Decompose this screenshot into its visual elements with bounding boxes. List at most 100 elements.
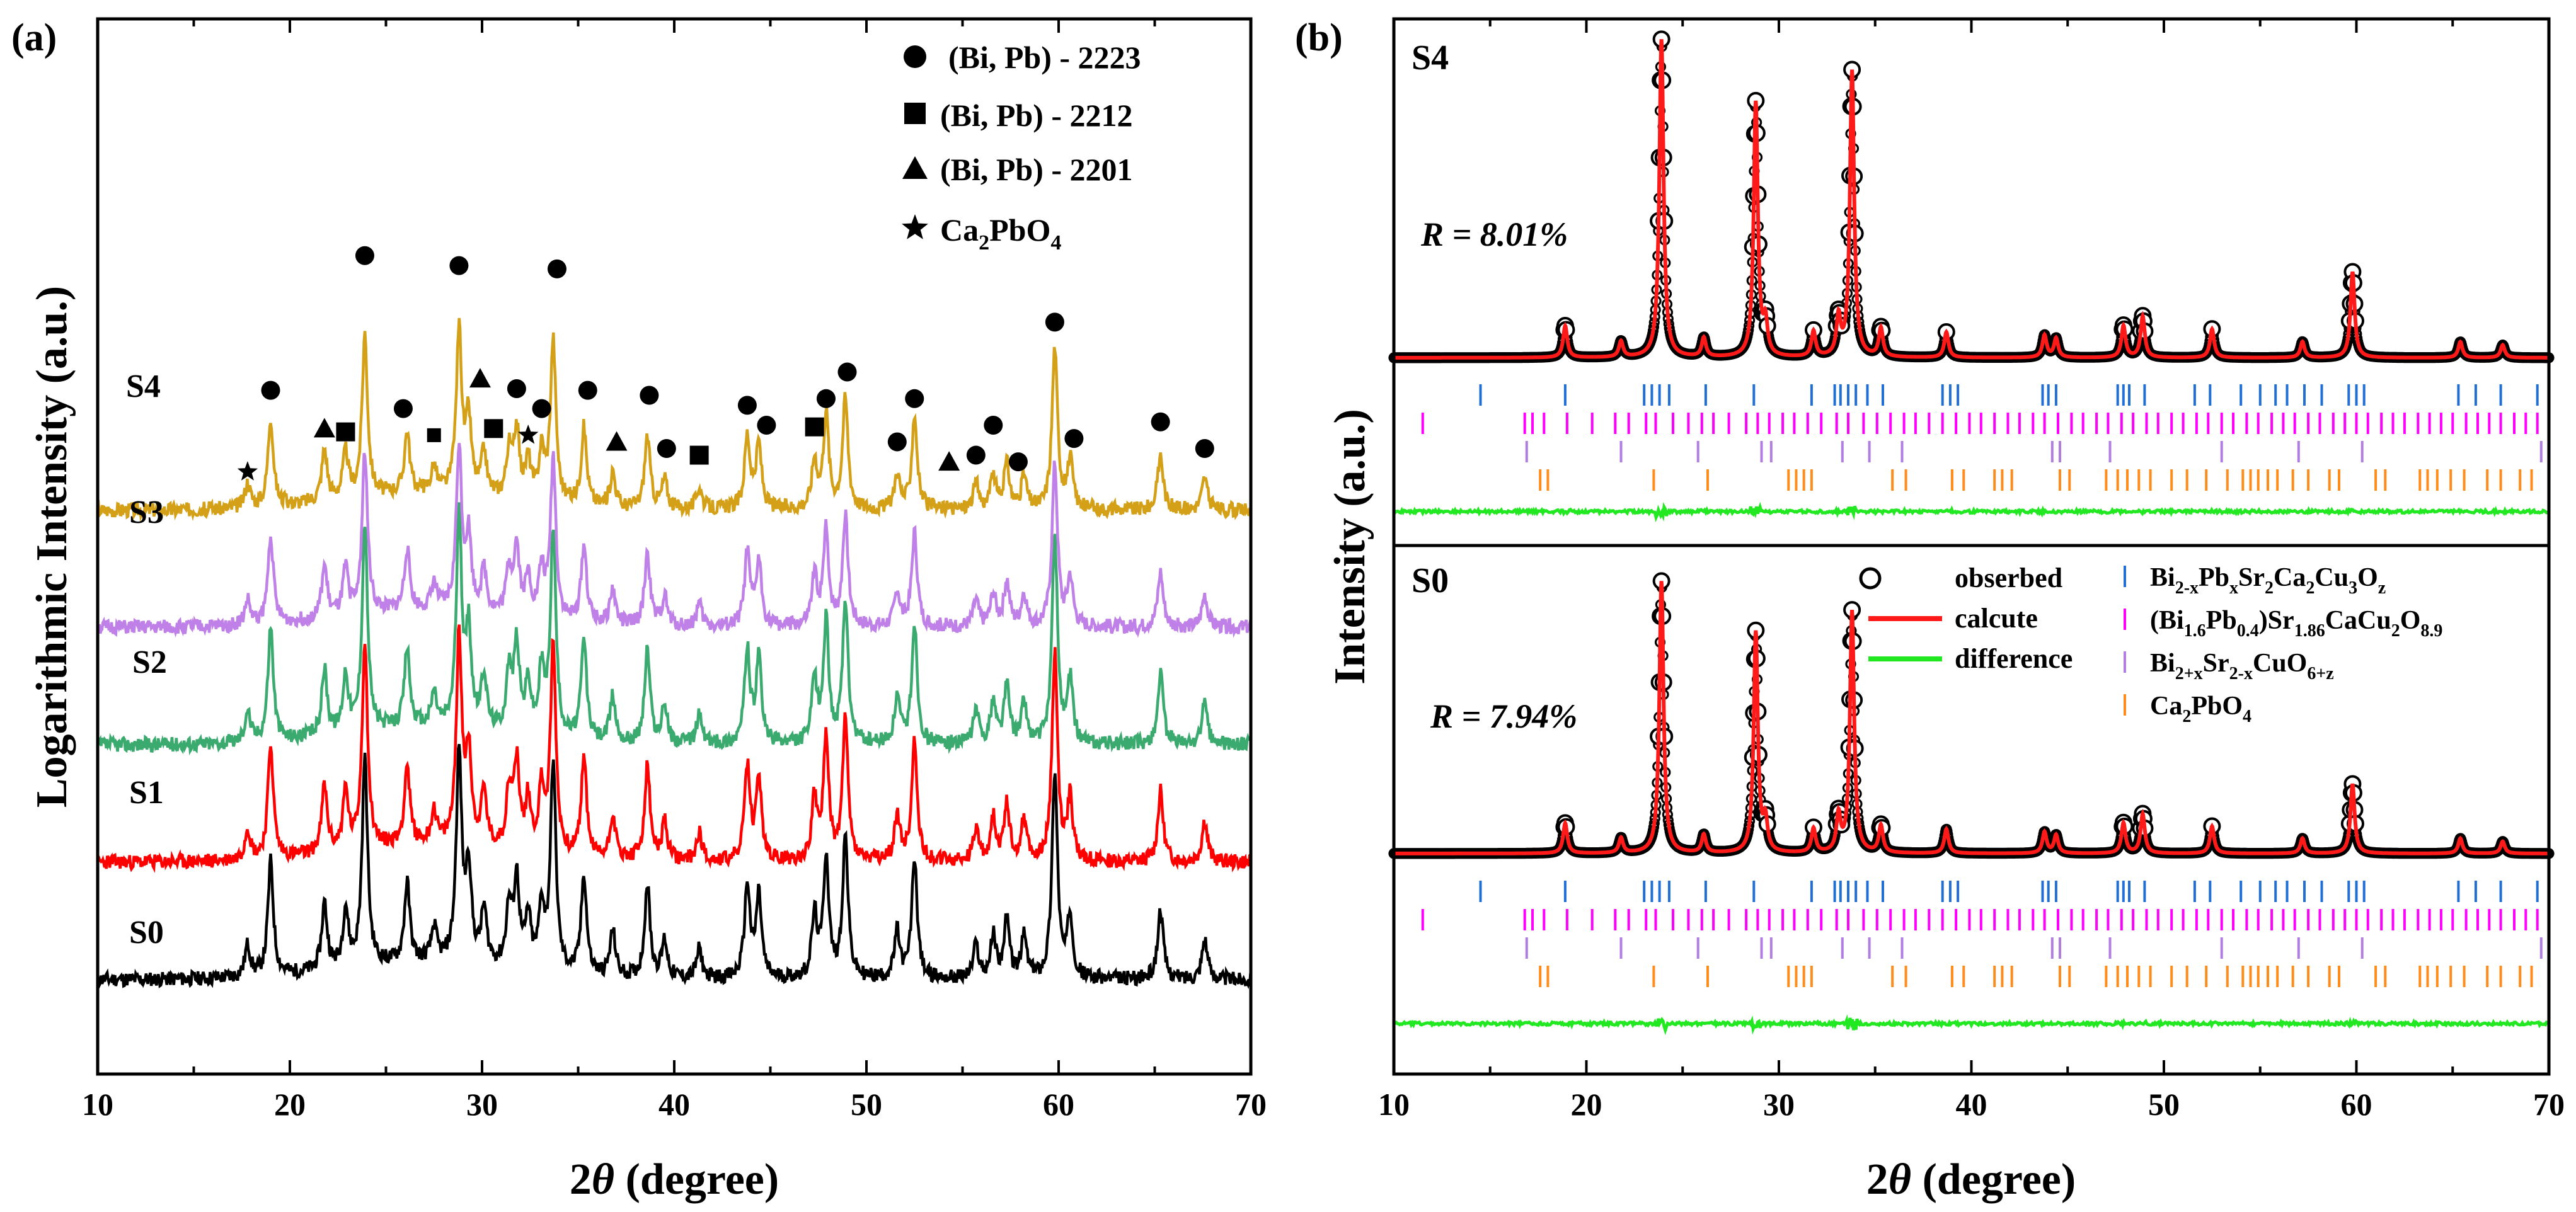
phase-legend-part: PbO (2191, 692, 2243, 721)
x-tick-label: 50 (851, 1087, 882, 1122)
marker-2223 (507, 379, 526, 398)
x-tick-label: 50 (2148, 1087, 2180, 1122)
marker-2201 (469, 368, 491, 388)
marker-2201 (606, 431, 628, 451)
marker-2223 (532, 399, 551, 418)
trace-s2 (96, 502, 1252, 755)
panel-b-subplot-s0 (1388, 572, 2555, 1036)
panel-b-ylabel: Intensity (a.u.) (1326, 409, 1374, 685)
panel-b-xlabel-unit: (degree) (1911, 1155, 2076, 1204)
panel-b-phase-legend: Bi2-xPbxSr2Ca2Cu3Oz(Bi1.6Pb0.4)Sr1.86CaC… (2124, 563, 2442, 726)
marker-2212 (427, 428, 441, 442)
legend-circle-marker (904, 45, 926, 68)
subplot-s4-name: S4 (1412, 38, 1449, 77)
marker-2223 (449, 256, 469, 275)
panel-a-series-labels: S0 S1 S2 S3 S4 (126, 369, 167, 951)
marker-2223 (757, 416, 776, 435)
panel-a-xlabel-2: 2 (570, 1155, 592, 1204)
marker-2223 (837, 362, 857, 382)
legend-difference-label: difference (1955, 643, 2073, 674)
panel-b-subplot-s4 (1388, 30, 2555, 522)
phase-legend-part: Sr (2203, 649, 2229, 678)
phase-legend-part: 2-x (2229, 664, 2253, 683)
legend-pbo-text: PbO (989, 212, 1050, 248)
marker-2223 (984, 416, 1003, 435)
subplot-s0-name: S0 (1412, 561, 1449, 600)
bragg-ticks-row-4 (1539, 469, 2533, 491)
bragg-ticks-row-3 (1525, 441, 2543, 462)
panel-a-phase-legend: (Bi, Pb) - 2223 (Bi, Pb) - 2212 (Bi, Pb)… (902, 40, 1141, 254)
panel-a-xlabel-unit: (degree) (614, 1155, 779, 1204)
phase-legend-part: (Bi (2150, 606, 2184, 635)
phase-legend-part: z (2378, 578, 2386, 598)
trace-s3 (96, 443, 1252, 638)
panel-b-fit-legend: obserbed calcute difference (1859, 563, 2073, 674)
phase-legend-part: 2 (2265, 578, 2274, 598)
x-tick-label: 70 (1235, 1087, 1267, 1122)
phase-legend-part: x (2229, 578, 2238, 598)
x-tick-label: 20 (274, 1087, 306, 1122)
phase-legend-part: Ca (2274, 563, 2306, 592)
bragg-ticks-row-1 (1479, 881, 2539, 902)
panel-a-xlabel-theta: θ (592, 1155, 614, 1204)
phase-legend-label-2: (Bi1.6Pb0.4)Sr1.86CaCu2O8.9 (2150, 606, 2442, 641)
marker-2212 (805, 417, 824, 437)
bragg-ticks-row-3 (1525, 937, 2543, 959)
calculated-line-s4 (1394, 39, 2549, 360)
phase-legend-part: Cu (2314, 563, 2349, 592)
panel-b-plot: 10 20 30 40 50 60 70 S4 R = 8.01% S0 R = 7.94%… (1378, 17, 2565, 1122)
legend-2201-label: (Bi, Pb) - 2201 (940, 152, 1133, 187)
legend-star-marker (902, 214, 928, 239)
series-label-s4: S4 (126, 369, 161, 404)
phase-legend-part: )Sr (2259, 606, 2294, 635)
marker-2223 (1151, 412, 1170, 432)
x-tick-label: 70 (2533, 1087, 2565, 1122)
marker-2223 (966, 445, 986, 465)
marker-2223 (905, 389, 924, 408)
marker-2223 (1064, 429, 1084, 449)
marker-2223 (547, 259, 566, 278)
panel-a-label: (a) (11, 16, 57, 59)
marker-2212 (336, 422, 355, 442)
marker-ca2pbo4 (237, 461, 258, 481)
x-tick-label: 40 (1956, 1087, 1987, 1122)
marker-2223 (816, 389, 836, 408)
legend-2223-label: (Bi, Pb) - 2223 (948, 40, 1141, 75)
panel-a-ylabel: Logarithmic Intensity (a.u.) (28, 286, 76, 808)
x-tick-label: 20 (1571, 1087, 1602, 1122)
trace-s1 (96, 624, 1252, 873)
calculated-line-s0 (1394, 581, 2549, 855)
marker-2223 (393, 399, 413, 418)
x-tick-label: 10 (82, 1087, 113, 1122)
x-tick-label: 60 (2341, 1087, 2372, 1122)
phase-legend-part: 4 (2243, 707, 2251, 726)
panel-b-xlabel-2: 2 (1866, 1155, 1889, 1204)
panel-a-xlabel: 2θ (degree) (570, 1155, 779, 1204)
bragg-ticks-row-2 (1421, 909, 2539, 930)
phase-legend-part: 2 (2391, 621, 2400, 641)
phase-legend-part: Sr (2238, 563, 2265, 592)
phase-legend-part: 2 (2306, 578, 2314, 598)
legend-2212-label: (Bi, Pb) - 2212 (940, 98, 1133, 133)
legend-square-marker (904, 103, 926, 124)
marker-2223 (887, 432, 907, 452)
marker-2223 (355, 246, 374, 265)
phase-legend-part: Bi (2150, 649, 2175, 678)
panel-a-traces (96, 317, 1252, 990)
phase-legend-part: 6+z (2307, 664, 2333, 683)
trace-s4 (96, 317, 1252, 522)
phase-legend-label-4: Ca2PbO4 (2150, 692, 2251, 726)
x-tick-label: 30 (1763, 1087, 1795, 1122)
legend-ca-text: Ca (940, 212, 979, 248)
bragg-ticks-row-1 (1479, 384, 2539, 406)
bragg-ticks-row-2 (1421, 413, 2539, 434)
marker-2223 (640, 386, 659, 405)
panel-a-phase-markers (237, 246, 1214, 481)
phase-legend-part: O (2357, 563, 2378, 592)
series-label-s0: S0 (129, 915, 164, 951)
phase-legend-part: 8.9 (2420, 621, 2442, 641)
phase-legend-part: 1.6 (2184, 621, 2206, 641)
marker-2223 (657, 439, 676, 458)
bragg-ticks-row-4 (1539, 966, 2533, 987)
difference-line-s0 (1393, 1014, 2551, 1036)
